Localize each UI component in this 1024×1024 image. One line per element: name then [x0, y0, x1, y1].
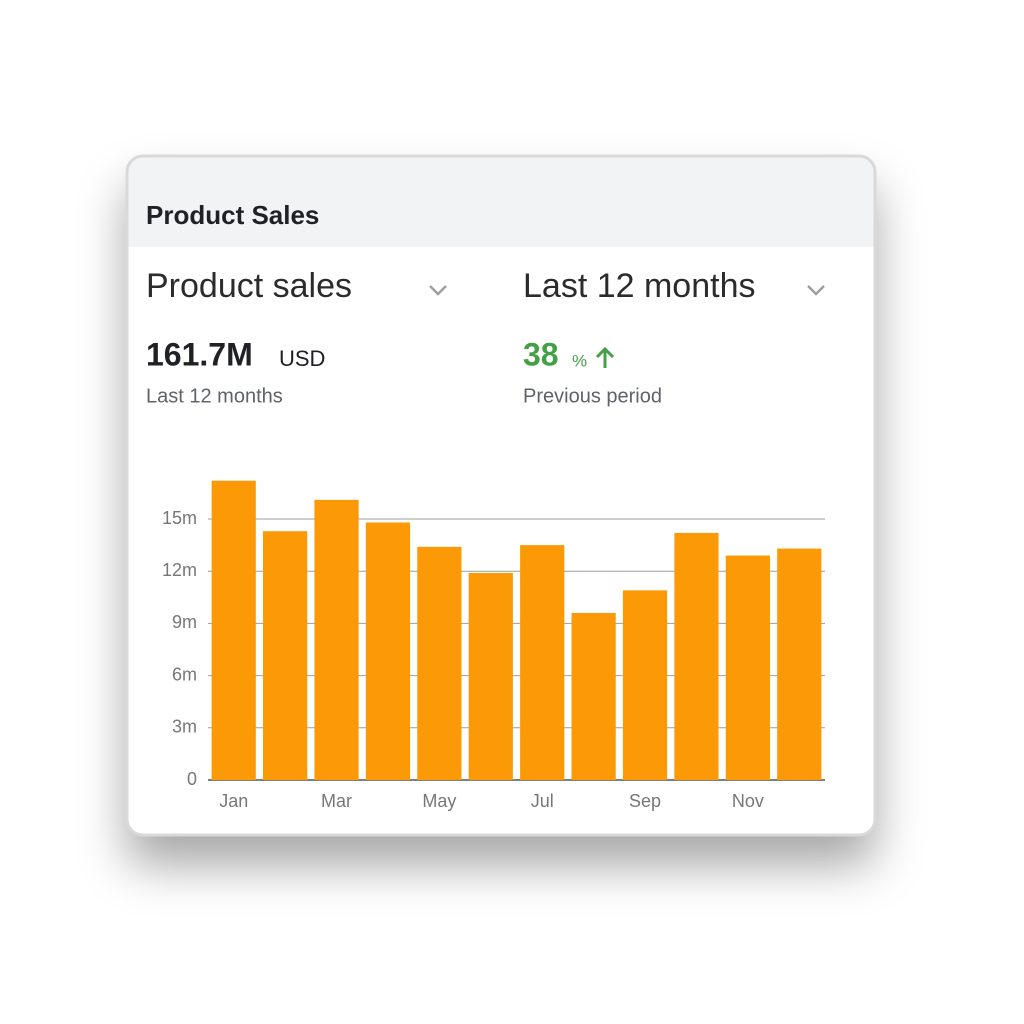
card-border — [125, 154, 877, 837]
x-tick-label: Nov — [732, 791, 764, 811]
bar — [571, 612, 616, 780]
bar — [674, 532, 719, 780]
y-tick-label: 12m — [162, 560, 197, 580]
x-tick-label: May — [422, 791, 456, 811]
bar — [314, 499, 359, 780]
x-tick-label: Jul — [531, 791, 554, 811]
bar — [520, 545, 565, 780]
chevron[interactable] — [429, 285, 447, 296]
up-arrow — [595, 346, 615, 368]
period-dropdown[interactable]: Last 12 months — [523, 267, 755, 305]
card-header — [127, 156, 875, 247]
bar — [468, 572, 513, 780]
total-value: 161.7M — [146, 336, 253, 372]
bar — [211, 480, 256, 780]
change-value: 38 — [523, 336, 559, 372]
metric-dropdown[interactable]: Product sales — [146, 267, 352, 305]
chevron[interactable] — [807, 285, 825, 296]
y-tick-label: 15m — [162, 508, 197, 528]
bar — [263, 531, 308, 780]
bar — [622, 590, 668, 780]
bar — [365, 522, 411, 780]
x-tick-label: Mar — [321, 791, 352, 811]
x-tick-label: Sep — [629, 791, 661, 811]
card-title: Product Sales — [146, 200, 319, 230]
x-tick-label: Jan — [219, 791, 248, 811]
bar — [417, 546, 462, 780]
bar — [725, 555, 770, 780]
y-tick-label: 3m — [172, 717, 197, 737]
y-tick-label: 9m — [172, 612, 197, 632]
change-caption: Previous period — [523, 385, 662, 407]
total-unit: USD — [279, 346, 325, 371]
y-tick-label: 6m — [172, 664, 197, 684]
bar — [777, 548, 822, 780]
change-unit: % — [572, 351, 587, 370]
y-tick-label: 0 — [187, 769, 197, 789]
total-caption: Last 12 months — [146, 385, 283, 407]
